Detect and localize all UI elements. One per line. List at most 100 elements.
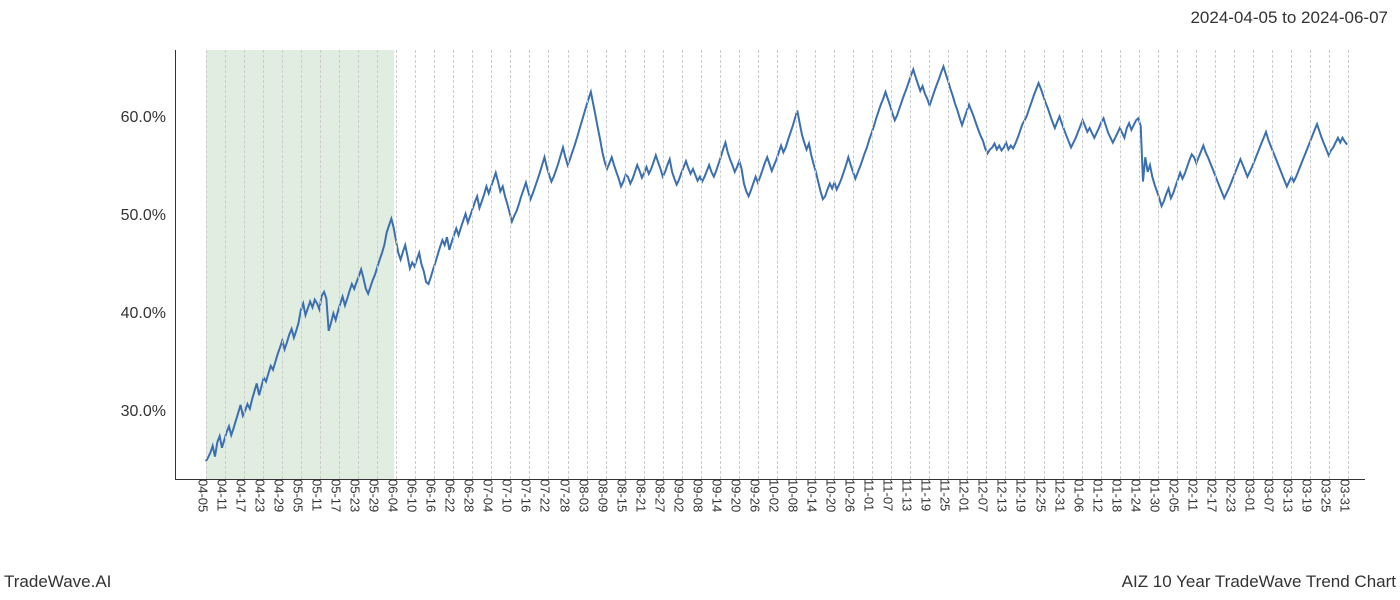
x-gridline xyxy=(872,50,873,479)
x-gridline xyxy=(720,50,721,479)
x-axis-tick-label: 09-26 xyxy=(747,479,768,512)
x-gridline xyxy=(358,50,359,479)
x-axis-tick-label: 01-30 xyxy=(1147,479,1168,512)
x-axis-tick-label: 02-05 xyxy=(1166,479,1187,512)
x-gridline xyxy=(1291,50,1292,479)
x-gridline xyxy=(282,50,283,479)
x-axis-tick-label: 08-09 xyxy=(595,479,616,512)
x-axis-tick-label: 01-24 xyxy=(1128,479,1149,512)
x-gridline xyxy=(853,50,854,479)
x-axis-tick-label: 05-17 xyxy=(329,479,350,512)
x-axis-tick-label: 01-06 xyxy=(1071,479,1092,512)
x-axis-tick-label: 04-11 xyxy=(214,479,235,511)
x-gridline xyxy=(1196,50,1197,479)
x-gridline xyxy=(1329,50,1330,479)
x-axis-tick-label: 03-25 xyxy=(1319,479,1340,512)
x-gridline xyxy=(1101,50,1102,479)
x-gridline xyxy=(834,50,835,479)
x-gridline xyxy=(377,50,378,479)
x-gridline xyxy=(606,50,607,479)
x-gridline xyxy=(967,50,968,479)
x-gridline xyxy=(815,50,816,479)
x-gridline xyxy=(225,50,226,479)
x-axis-tick-label: 04-17 xyxy=(233,479,254,512)
x-gridline xyxy=(1158,50,1159,479)
x-axis-tick-label: 02-11 xyxy=(1185,479,1206,511)
x-gridline xyxy=(701,50,702,479)
x-gridline xyxy=(758,50,759,479)
x-gridline xyxy=(1272,50,1273,479)
x-gridline xyxy=(472,50,473,479)
x-gridline xyxy=(1139,50,1140,479)
x-gridline xyxy=(206,50,207,479)
trend-chart: 30.0%40.0%50.0%60.0%04-0504-1104-1704-23… xyxy=(175,50,1365,480)
x-axis-tick-label: 04-05 xyxy=(195,479,216,512)
x-axis-tick-label: 03-01 xyxy=(1242,479,1263,512)
x-axis-tick-label: 07-22 xyxy=(538,479,559,512)
x-axis-tick-label: 07-28 xyxy=(557,479,578,512)
x-gridline xyxy=(986,50,987,479)
x-axis-tick-label: 02-17 xyxy=(1204,479,1225,512)
x-axis-tick-label: 12-25 xyxy=(1033,479,1054,512)
x-axis-tick-label: 03-13 xyxy=(1281,479,1302,512)
x-axis-tick-label: 05-11 xyxy=(309,479,330,511)
x-gridline xyxy=(263,50,264,479)
x-axis-tick-label: 10-14 xyxy=(805,479,826,512)
x-gridline xyxy=(1024,50,1025,479)
x-gridline xyxy=(320,50,321,479)
y-axis-tick-label: 50.0% xyxy=(121,207,176,225)
x-axis-tick-label: 08-03 xyxy=(576,479,597,512)
x-gridline xyxy=(301,50,302,479)
y-axis-tick-label: 30.0% xyxy=(121,403,176,421)
chart-title: AIZ 10 Year TradeWave Trend Chart xyxy=(1122,572,1396,592)
x-gridline xyxy=(434,50,435,479)
x-gridline xyxy=(644,50,645,479)
chart-svg xyxy=(176,50,1365,479)
x-gridline xyxy=(1310,50,1311,479)
x-axis-tick-label: 10-26 xyxy=(843,479,864,512)
x-axis-tick-label: 11-01 xyxy=(862,479,883,511)
x-gridline xyxy=(548,50,549,479)
x-gridline xyxy=(1120,50,1121,479)
x-gridline xyxy=(777,50,778,479)
x-gridline xyxy=(529,50,530,479)
x-gridline xyxy=(1177,50,1178,479)
x-gridline xyxy=(739,50,740,479)
x-gridline xyxy=(891,50,892,479)
x-axis-tick-label: 03-31 xyxy=(1338,479,1359,512)
x-axis-tick-label: 08-27 xyxy=(652,479,673,512)
x-axis-tick-label: 04-23 xyxy=(252,479,273,512)
x-axis-tick-label: 04-29 xyxy=(271,479,292,512)
x-axis-tick-label: 02-23 xyxy=(1223,479,1244,512)
x-gridline xyxy=(1044,50,1045,479)
x-gridline xyxy=(1253,50,1254,479)
x-axis-tick-label: 06-04 xyxy=(386,479,407,512)
x-gridline xyxy=(796,50,797,479)
x-gridline xyxy=(415,50,416,479)
x-axis-tick-label: 05-05 xyxy=(290,479,311,512)
x-gridline xyxy=(1234,50,1235,479)
x-gridline xyxy=(510,50,511,479)
x-gridline xyxy=(339,50,340,479)
x-axis-tick-label: 10-20 xyxy=(824,479,845,512)
x-axis-tick-label: 09-20 xyxy=(728,479,749,512)
x-gridline xyxy=(663,50,664,479)
x-gridline xyxy=(1063,50,1064,479)
date-range-label: 2024-04-05 to 2024-06-07 xyxy=(1190,8,1388,28)
x-gridline xyxy=(244,50,245,479)
x-gridline xyxy=(453,50,454,479)
x-gridline xyxy=(625,50,626,479)
x-gridline xyxy=(1348,50,1349,479)
x-axis-tick-label: 03-19 xyxy=(1300,479,1321,512)
x-gridline xyxy=(1005,50,1006,479)
y-axis-tick-label: 60.0% xyxy=(121,109,176,127)
x-gridline xyxy=(929,50,930,479)
x-gridline xyxy=(682,50,683,479)
y-axis-tick-label: 40.0% xyxy=(121,305,176,323)
x-gridline xyxy=(568,50,569,479)
x-axis-tick-label: 08-21 xyxy=(633,479,654,512)
x-axis-tick-label: 08-15 xyxy=(614,479,635,512)
x-gridline xyxy=(587,50,588,479)
x-axis-tick-label: 05-23 xyxy=(348,479,369,512)
x-axis-tick-label: 12-19 xyxy=(1014,479,1035,512)
